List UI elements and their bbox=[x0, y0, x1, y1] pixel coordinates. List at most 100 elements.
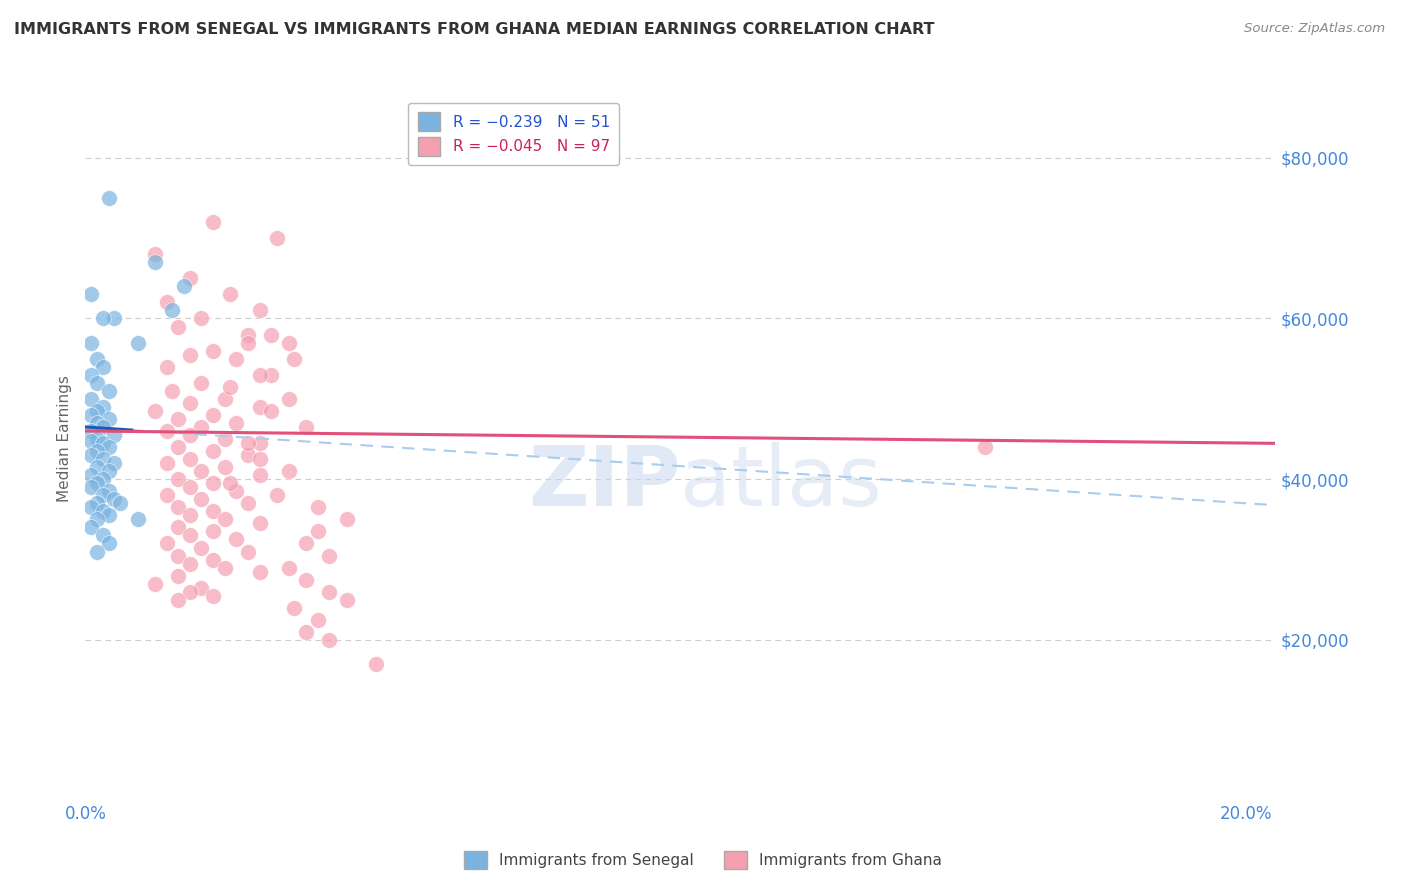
Point bbox=[307, 500, 329, 515]
Point bbox=[97, 536, 120, 550]
Point bbox=[80, 408, 103, 422]
Point bbox=[219, 287, 242, 301]
Point bbox=[80, 424, 103, 438]
Point bbox=[202, 524, 225, 539]
Point bbox=[249, 516, 271, 531]
Point bbox=[162, 384, 184, 398]
Point bbox=[190, 311, 212, 326]
Point bbox=[202, 476, 225, 491]
Point bbox=[249, 436, 271, 450]
Point bbox=[103, 492, 125, 507]
Point bbox=[179, 396, 201, 410]
Point bbox=[156, 488, 179, 502]
Point bbox=[236, 335, 259, 350]
Point bbox=[190, 541, 212, 555]
Point bbox=[190, 376, 212, 390]
Point bbox=[162, 303, 184, 318]
Point bbox=[179, 528, 201, 542]
Point bbox=[295, 420, 318, 434]
Point bbox=[91, 311, 114, 326]
Point bbox=[249, 400, 271, 414]
Point bbox=[167, 319, 190, 334]
Point bbox=[80, 434, 103, 448]
Point bbox=[214, 512, 236, 526]
Point bbox=[202, 215, 225, 229]
Point bbox=[91, 472, 114, 486]
Point bbox=[318, 632, 340, 647]
Point bbox=[91, 436, 114, 450]
Point bbox=[143, 247, 166, 261]
Point bbox=[80, 335, 103, 350]
Point bbox=[179, 508, 201, 523]
Text: IMMIGRANTS FROM SENEGAL VS IMMIGRANTS FROM GHANA MEDIAN EARNINGS CORRELATION CHA: IMMIGRANTS FROM SENEGAL VS IMMIGRANTS FR… bbox=[14, 22, 935, 37]
Point bbox=[260, 404, 283, 418]
Point bbox=[202, 343, 225, 358]
Point bbox=[108, 496, 131, 510]
Point bbox=[179, 557, 201, 571]
Point bbox=[143, 404, 166, 418]
Point bbox=[179, 480, 201, 494]
Point bbox=[318, 584, 340, 599]
Point bbox=[277, 560, 299, 574]
Point bbox=[364, 657, 387, 671]
Point bbox=[307, 613, 329, 627]
Point bbox=[266, 488, 288, 502]
Point bbox=[80, 287, 103, 301]
Point bbox=[266, 231, 288, 245]
Text: ZIP: ZIP bbox=[527, 442, 681, 523]
Point bbox=[190, 581, 212, 595]
Point bbox=[202, 589, 225, 603]
Point bbox=[127, 335, 149, 350]
Point bbox=[190, 420, 212, 434]
Point bbox=[260, 368, 283, 382]
Point bbox=[236, 496, 259, 510]
Point bbox=[277, 392, 299, 406]
Point bbox=[80, 448, 103, 462]
Point bbox=[97, 412, 120, 426]
Point bbox=[225, 351, 247, 366]
Point bbox=[202, 552, 225, 566]
Point bbox=[295, 624, 318, 639]
Point bbox=[225, 416, 247, 430]
Point bbox=[202, 504, 225, 518]
Point bbox=[236, 448, 259, 462]
Point bbox=[225, 484, 247, 499]
Point bbox=[97, 464, 120, 478]
Point bbox=[103, 311, 125, 326]
Point bbox=[179, 271, 201, 285]
Point bbox=[167, 592, 190, 607]
Point bbox=[219, 476, 242, 491]
Point bbox=[249, 468, 271, 483]
Point bbox=[295, 536, 318, 550]
Point bbox=[86, 476, 108, 491]
Point bbox=[190, 464, 212, 478]
Point bbox=[202, 444, 225, 458]
Point bbox=[143, 255, 166, 269]
Point bbox=[97, 508, 120, 523]
Point bbox=[156, 295, 179, 310]
Point bbox=[80, 480, 103, 494]
Point bbox=[91, 504, 114, 518]
Point bbox=[91, 488, 114, 502]
Point bbox=[80, 368, 103, 382]
Point bbox=[80, 468, 103, 483]
Point bbox=[97, 191, 120, 205]
Y-axis label: Median Earnings: Median Earnings bbox=[58, 376, 72, 502]
Point bbox=[318, 549, 340, 563]
Point bbox=[86, 444, 108, 458]
Point bbox=[179, 348, 201, 362]
Point bbox=[214, 460, 236, 475]
Point bbox=[214, 432, 236, 446]
Point bbox=[86, 416, 108, 430]
Point bbox=[91, 420, 114, 434]
Point bbox=[202, 408, 225, 422]
Point bbox=[97, 484, 120, 499]
Point bbox=[974, 440, 997, 454]
Point bbox=[156, 424, 179, 438]
Point bbox=[97, 440, 120, 454]
Point bbox=[277, 464, 299, 478]
Point bbox=[283, 600, 305, 615]
Point bbox=[277, 335, 299, 350]
Point bbox=[179, 452, 201, 467]
Point bbox=[86, 496, 108, 510]
